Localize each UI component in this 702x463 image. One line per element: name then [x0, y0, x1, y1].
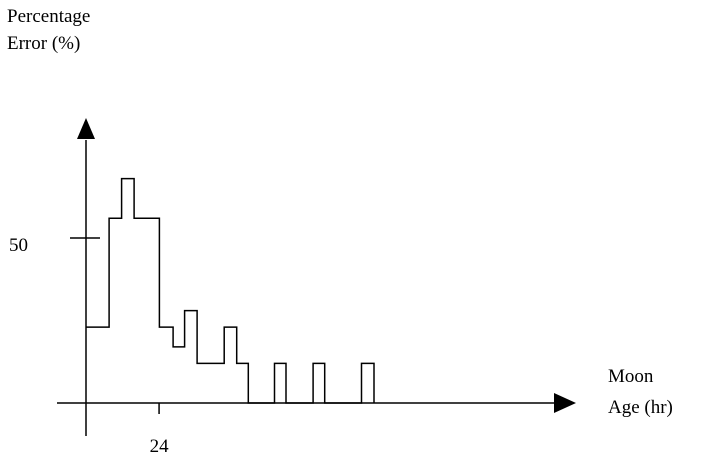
x-axis-label-line: Moon	[608, 366, 654, 387]
series-layer	[86, 177, 375, 404]
y-axis-label-line: Percentage	[7, 6, 90, 27]
y-axis-label-line: Error (%)	[7, 33, 80, 54]
labels-layer: 24 50 Percentage Error (%) Moon Age (hr)	[7, 6, 673, 457]
x-tick-label: 24	[150, 436, 170, 457]
y-axis-arrowhead	[77, 118, 95, 139]
series-line-0	[86, 177, 375, 404]
y-tick-label: 50	[9, 235, 28, 256]
x-axis-label-line: Age (hr)	[608, 397, 673, 418]
axes	[57, 118, 576, 436]
x-axis-arrowhead	[554, 393, 576, 413]
